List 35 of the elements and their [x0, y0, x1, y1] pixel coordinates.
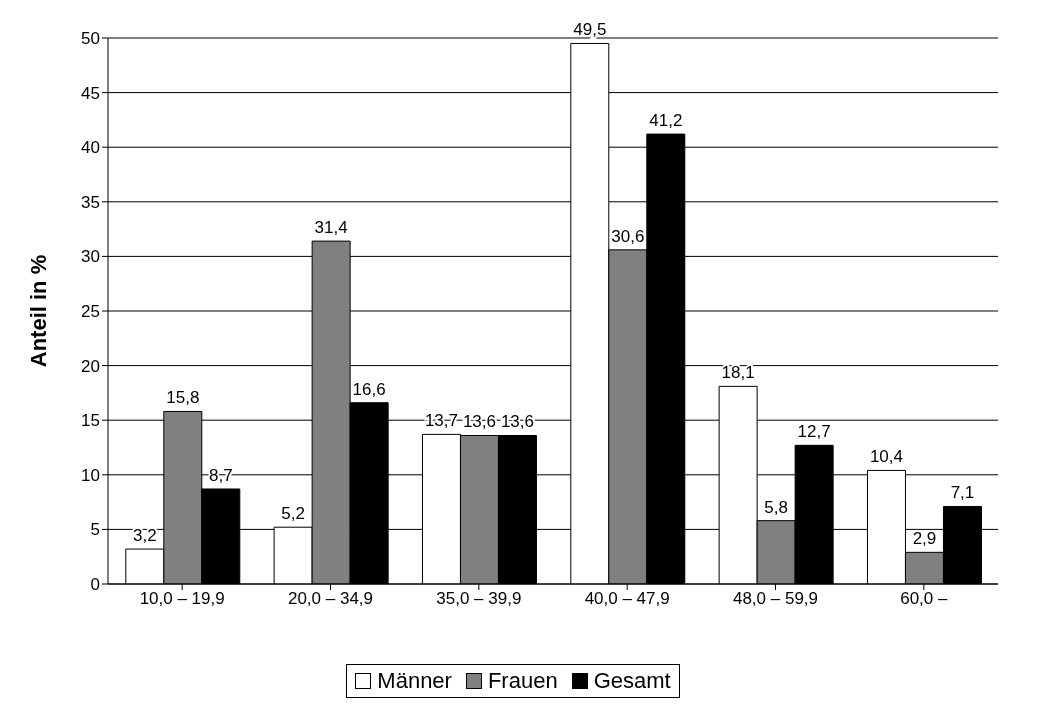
data-label: 5,8: [764, 497, 788, 517]
y-tick-label: 40: [81, 138, 100, 158]
y-axis-title: Anteil in %: [25, 254, 51, 368]
data-label: 15,8: [166, 388, 200, 408]
y-tick-label: 25: [81, 302, 100, 322]
y-tick-label: 0: [90, 575, 100, 595]
data-label: 18,1: [721, 363, 755, 383]
y-tick-label: 20: [81, 356, 100, 376]
x-tick-label: 20,0 – 34,9: [287, 589, 374, 609]
data-label: 7,1: [950, 483, 975, 503]
data-label: 31,4: [314, 218, 348, 238]
x-tick-label: 35,0 – 39,9: [436, 589, 522, 609]
y-tick-label: 10: [81, 465, 100, 485]
x-tick-label: 48,0 – 59,9: [732, 589, 819, 609]
data-label: 10,4: [869, 447, 904, 467]
legend-label: Gesamt: [592, 668, 671, 694]
y-tick-label: 35: [81, 192, 100, 212]
y-tick-label: 50: [81, 29, 100, 49]
data-label: 5,2: [281, 504, 305, 524]
legend-label: Frauen: [486, 668, 558, 694]
data-label: 30,6: [611, 226, 645, 246]
data-label: 12,7: [797, 422, 831, 442]
data-label: 2,9: [912, 529, 937, 549]
legend-label: Männer: [376, 668, 452, 694]
data-label: 16,6: [352, 379, 386, 399]
data-label: 3,2: [132, 526, 157, 546]
data-label: 41,2: [649, 111, 683, 131]
data-label: 49,5: [573, 20, 607, 40]
y-tick-label: 30: [81, 247, 100, 267]
x-tick-label: 60,0 –: [900, 589, 949, 609]
x-tick-label: 10,0 – 19,9: [139, 589, 225, 609]
y-tick-label: 15: [81, 411, 100, 431]
y-tick-label: 5: [90, 520, 100, 540]
x-tick-label: 40,0 – 47,9: [584, 589, 670, 609]
y-tick-label: 45: [81, 83, 100, 103]
